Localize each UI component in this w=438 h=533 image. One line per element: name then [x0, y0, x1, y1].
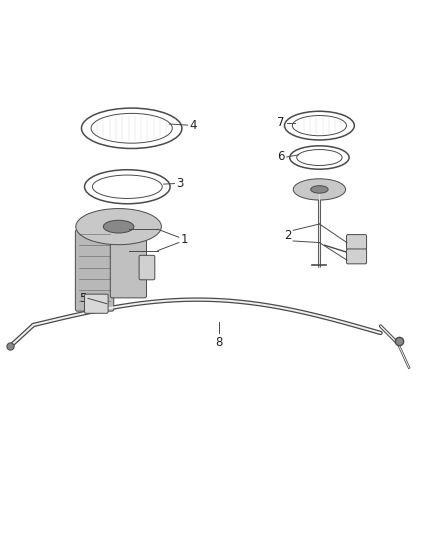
Text: 3: 3 — [176, 177, 184, 190]
Ellipse shape — [311, 185, 328, 193]
FancyBboxPatch shape — [85, 294, 108, 313]
Text: 4: 4 — [189, 118, 197, 132]
Text: 7: 7 — [277, 117, 285, 130]
Text: 2: 2 — [284, 229, 291, 242]
Text: 1: 1 — [180, 233, 188, 246]
Text: 5: 5 — [79, 292, 86, 305]
Ellipse shape — [76, 208, 161, 245]
FancyBboxPatch shape — [75, 230, 114, 311]
Ellipse shape — [293, 179, 346, 200]
Text: 6: 6 — [277, 150, 285, 164]
FancyBboxPatch shape — [346, 235, 367, 249]
FancyBboxPatch shape — [346, 249, 367, 264]
Text: 8: 8 — [215, 336, 223, 349]
Ellipse shape — [103, 220, 134, 233]
FancyBboxPatch shape — [110, 230, 147, 298]
FancyBboxPatch shape — [139, 255, 155, 280]
